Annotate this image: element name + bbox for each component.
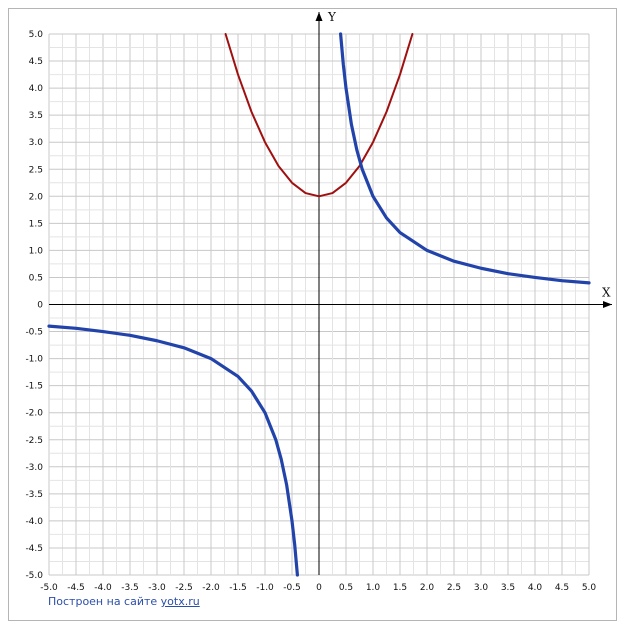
- series-line-parabola: [224, 33, 414, 198]
- x-tick-label: -2.5: [175, 583, 193, 593]
- x-axis-label: X: [602, 286, 611, 300]
- x-tick-label: -4.5: [67, 583, 85, 593]
- y-tick-label: -1.0: [25, 355, 43, 365]
- y-tick-label: 2.5: [29, 165, 43, 175]
- y-tick-label: -2.0: [25, 409, 43, 419]
- y-tick-label: 0: [37, 301, 43, 311]
- y-tick-label: -2.5: [25, 436, 43, 446]
- y-axis-label: Y: [327, 10, 337, 24]
- x-tick-label: 2.5: [447, 583, 461, 593]
- x-tick-label: 4.5: [555, 583, 569, 593]
- y-tick-label: 0.5: [29, 273, 43, 283]
- credit-text: Построен на сайте: [48, 595, 161, 608]
- credit-link[interactable]: yotx.ru: [160, 595, 200, 608]
- x-tick-label: 3.5: [501, 583, 515, 593]
- y-tick-label: 1.0: [29, 246, 44, 256]
- x-tick-label: -3.5: [121, 583, 139, 593]
- credit-line: Построен на сайте yotx.ru: [48, 595, 200, 608]
- x-tick-label: 0: [316, 583, 322, 593]
- x-tick-label: 0.5: [339, 583, 353, 593]
- y-tick-label: 3.5: [29, 111, 43, 121]
- y-tick-label: -0.5: [25, 328, 43, 338]
- x-tick-label: 3.0: [474, 583, 489, 593]
- y-tick-label: 4.5: [29, 57, 43, 67]
- y-tick-label: -1.5: [25, 382, 43, 392]
- x-tick-label: 2.0: [420, 583, 435, 593]
- x-tick-label: -2.0: [202, 583, 220, 593]
- x-tick-labels: -5.0 -4.5 -4.0 -3.5 -3.0 -2.5 -2.0 -1.5 -1.0 -0.5…: [40, 583, 596, 593]
- y-tick-label: -3.0: [25, 463, 43, 473]
- x-tick-label: -1.5: [229, 583, 247, 593]
- chart-frame: [8, 8, 617, 621]
- y-tick-labels: 5.0 4.5 4.0 3.5 3.0 2.5 2.0 1.5 1.0 0.5 0 -0.5 -1.0 -…: [25, 30, 43, 581]
- y-tick-label: 4.0: [29, 84, 44, 94]
- axes: [49, 12, 612, 575]
- x-tick-label: -0.5: [283, 583, 301, 593]
- y-tick-label: -5.0: [25, 571, 43, 581]
- y-tick-label: 2.0: [29, 192, 44, 202]
- series-line-hyperbola-branch: [47, 324, 299, 577]
- series-line-hyperbola-branch: [339, 32, 591, 285]
- x-tick-label: 1.0: [366, 583, 381, 593]
- x-tick-label: 4.0: [528, 583, 543, 593]
- x-tick-label: -1.0: [256, 583, 274, 593]
- x-tick-label: -4.0: [94, 583, 112, 593]
- x-tick-label: -3.0: [148, 583, 166, 593]
- y-tick-label: -4.0: [25, 517, 43, 527]
- x-tick-label: -5.0: [40, 583, 58, 593]
- y-tick-label: 3.0: [29, 138, 44, 148]
- y-axis-arrow: [315, 12, 323, 21]
- series-group: [47, 32, 591, 577]
- x-tick-label: 5.0: [582, 583, 597, 593]
- x-axis-arrow: [603, 301, 612, 308]
- y-tick-label: 1.5: [29, 219, 43, 229]
- y-tick-label: -3.5: [25, 490, 43, 500]
- y-tick-label: 5.0: [29, 30, 44, 40]
- y-tick-label: -4.5: [25, 544, 43, 554]
- x-tick-label: 1.5: [393, 583, 407, 593]
